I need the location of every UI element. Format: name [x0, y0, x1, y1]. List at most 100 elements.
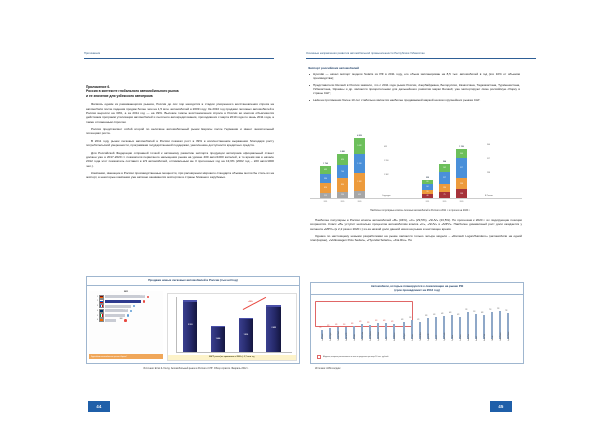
page-right: Основные направления развития автомобиль…: [300, 0, 556, 424]
running-head-rule-left: [84, 57, 274, 59]
axis-label-left: Структура: [382, 195, 391, 197]
dlab-10: Nissan Almera: [395, 332, 396, 341]
dbar-4: [345, 327, 347, 339]
left-body-column: Приложение 6. Россия в контексте глобаль…: [86, 85, 274, 183]
dlab-9: Kia Rio: [387, 336, 388, 341]
seg-b-2011-right: 55: [422, 190, 433, 194]
running-head-right: Основные направления развития автомобиль…: [306, 52, 425, 55]
bullet-item-hyundai: Hyundai — начал экспорт модели Solaris и…: [308, 72, 520, 80]
bullet-item-renault: Представители Renault в России заявили, …: [308, 83, 520, 96]
figure-bottom-localization: Автомобили, которые планируются к локали…: [310, 282, 524, 364]
export-bullet-list: Hyundai — начал экспорт модели Solaris и…: [308, 72, 520, 102]
ranking-rank-6: 6: [97, 319, 98, 322]
flag-icon-uk: [99, 308, 105, 314]
dval-16: 649: [441, 314, 444, 315]
seg-c-2015-left: 740: [337, 165, 348, 178]
page-number-right: 45: [490, 401, 512, 412]
chart-legend: Модели, которые расположены в зоне в пре…: [317, 355, 388, 360]
bar-2009-value: 1 466: [215, 338, 221, 341]
sales-column-chart: 2 913 2008 1 466 2009 1 910 2010: [167, 293, 297, 361]
flag-icon-fr: [99, 303, 105, 309]
indicator-dot-blue-3: [132, 304, 136, 308]
dlab-17: Opel Astra: [453, 334, 454, 341]
figure-top-source: Наиболее популярные классы легковых авто…: [370, 210, 470, 212]
seg-a-2011-left: 215: [320, 193, 331, 198]
ranking-bar-3: 2 205: [105, 304, 132, 308]
seg-a-2020-left: 455: [354, 191, 365, 198]
ranking-panel: 2011 1 3 174 2 2 653: [89, 291, 163, 359]
dbar-9: [385, 323, 387, 339]
left-paragraph-2: Россия представляет собой второй по вели…: [86, 127, 274, 136]
ranking-row-3: 3 2 205: [91, 303, 161, 309]
dval-3: 349: [335, 325, 338, 326]
figure-bottom-caption: Автомобили, которые планируются к локали…: [311, 283, 523, 294]
flag-icon-es: [99, 318, 105, 323]
ranking-bar-2: 2 653: [105, 299, 142, 304]
ranking-rank-1: 1: [97, 295, 98, 298]
localization-bar-chart: 279 329 349 359 369 429 399 459 469 429 …: [315, 301, 517, 360]
dlab-20: Mazda 3: [477, 336, 478, 341]
appendix-title: Приложение 6. Россия в контексте глобаль…: [86, 85, 274, 98]
dbar-8: [377, 323, 379, 339]
stack-2015-left-label: 2015: [340, 201, 345, 203]
figure-left-caption: Продажи новых легковых автомобилей в Рос…: [148, 278, 238, 283]
stack-2020-right-total: 1 199: [459, 145, 464, 148]
indicator-dot-blue-5: [126, 314, 130, 317]
ranking-row-2: 2 2 653: [91, 299, 161, 304]
stack-2020-right: 1 199 306 517 238 138 2020: [456, 145, 467, 203]
dval-10: 429: [391, 322, 394, 323]
seg-d-2015-left: 620: [337, 154, 348, 165]
dbar-7: [369, 325, 371, 339]
seg-d-2015-right: 142: [439, 164, 450, 172]
dval-8: 459: [375, 321, 378, 322]
right-paragraph-2: Однако по настоящему новыми разработками…: [310, 234, 522, 243]
dbar-19: [467, 312, 469, 339]
stack-2015-left: 2 480 620 740 830 290 2015: [337, 150, 348, 203]
ranking-value-4: 1 941: [123, 309, 128, 311]
sales-chart-plot: 2 913 2008 1 466 2009 1 910 2010: [176, 296, 292, 358]
ranking-row-6: 6 808: [91, 318, 161, 323]
bar-2008: 2 913 2008: [182, 300, 198, 358]
seg-a-2020-right: 138: [456, 189, 467, 198]
ranking-row-1: 1 3 174: [91, 294, 161, 299]
flag-icon-it: [99, 313, 105, 318]
stack-2015-left-total: 2 480: [340, 150, 345, 153]
dbar-10: [393, 324, 395, 339]
dbar-3: [337, 327, 339, 339]
bar-2011: 2 653 2011: [266, 305, 281, 358]
dlab-6: VW Polo Sedan: [363, 331, 364, 341]
figure-bottom-caption-line2: (срок принадлежит на 2012 год): [394, 287, 440, 292]
seg-d-2011-right: 60: [422, 180, 433, 184]
ranking-title: 2011: [123, 291, 129, 293]
dbar-1: [321, 330, 323, 339]
ranking-bar-1: 3 174: [105, 295, 146, 299]
seg-d-2020-right: 306: [456, 149, 467, 158]
stacked-panel-right: 239 60 84 55 40 2011 564 142 217 130 75 …: [422, 145, 467, 203]
dlab-13: Chevrolet Aveo: [421, 332, 422, 341]
seg-a-2011-right: 40: [422, 194, 433, 198]
dbar-13: [419, 322, 421, 339]
seg-b-2020-right: 238: [456, 178, 467, 189]
ranking-value-6: 808: [119, 319, 123, 321]
bar-2008-value: 2 913: [187, 324, 193, 327]
class-structure-chart: 1 794 439 530 610 215 2011 2 480 620 740…: [310, 128, 522, 206]
dlab-1: Lada Granta: [323, 333, 324, 341]
bar-2009: 1 466 2009: [210, 325, 226, 358]
ranking-rank-2: 2: [97, 300, 98, 303]
left-paragraph-1: Являясь одним из развивающихся рынков, Р…: [86, 102, 274, 124]
page-number-left: 44: [88, 401, 110, 412]
left-paragraph-4: Для Российской Федерации отправной точко…: [86, 150, 274, 168]
stack-2011-right-label: 2011: [425, 201, 430, 203]
dlab-11: Skoda Rapid: [405, 333, 406, 341]
dbar-11: [403, 322, 405, 339]
dbar-14: [427, 318, 429, 339]
dlab-24: Hyundai Elantra: [509, 331, 510, 341]
flag-icon-de: [99, 294, 105, 299]
right-label-right-2: 517: [487, 158, 490, 160]
bar-2010-value: 1 910: [243, 333, 249, 336]
page-left: Приложения Приложение 6. Россия в контек…: [44, 0, 300, 424]
dval-4: 359: [343, 325, 346, 326]
seg-c-2011-left: 530: [320, 174, 331, 183]
right-label-right-1: 306: [487, 144, 490, 146]
